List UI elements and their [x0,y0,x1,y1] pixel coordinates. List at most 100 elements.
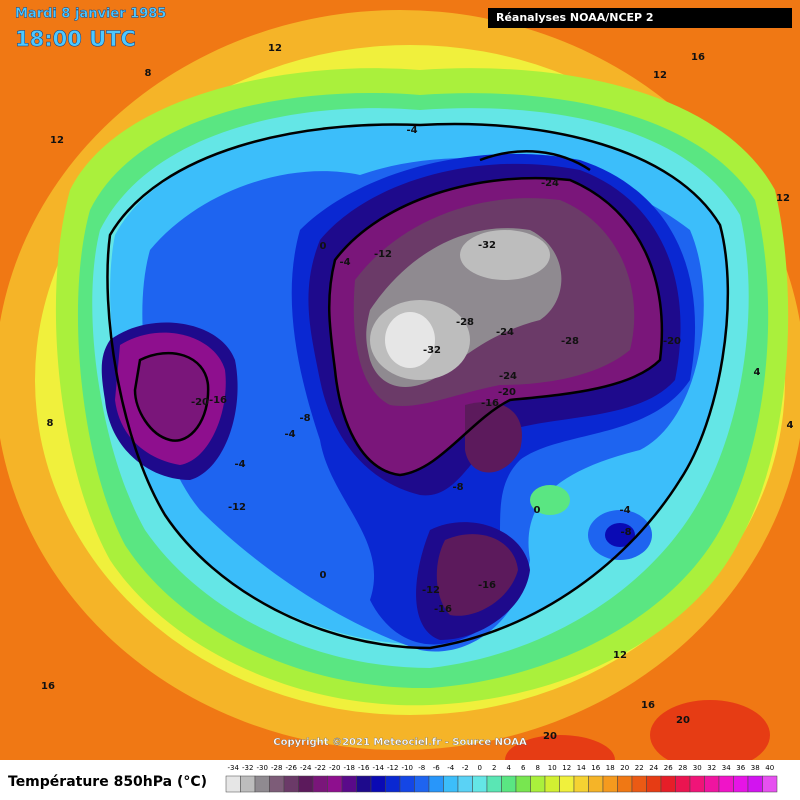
legend-swatch [457,775,473,793]
legend-tick-label: 40 [765,764,774,772]
legend-tick-label: 24 [649,764,658,772]
isotherm [106,122,730,650]
contour-label: -16 [481,398,499,409]
legend-swatch [646,775,662,793]
contour-label: -4 [619,505,630,516]
temperature-field [460,230,550,280]
legend-swatch [399,775,415,793]
legend-swatch [240,775,256,793]
temperature-field [135,353,209,441]
legend-swatch [631,775,647,793]
legend-swatch [501,775,517,793]
contour-label: 12 [268,43,282,54]
legend-tick-label: -30 [257,764,268,772]
temperature-field [530,485,570,515]
contour-label: 8 [47,418,54,429]
legend-tick-label: 34 [722,764,731,772]
legend-tick-label: 14 [577,764,586,772]
map-date: Mardi 8 janvier 1985 [15,7,166,22]
legend-swatch [370,775,386,793]
legend-swatch [283,775,299,793]
legend-tick-label: -8 [418,764,425,772]
legend-tick-label: 16 [591,764,600,772]
legend-swatch [254,775,270,793]
contour-label: -4 [284,429,295,440]
contour-label: 12 [776,193,790,204]
contour-label: 4 [787,420,794,431]
legend-tick-label: -22 [315,764,326,772]
temperature-field [385,312,435,368]
isotherm [479,150,591,172]
map: 12 8 12 16 12 -4 12 -24 -32 0 -12 -4 -28 -24 -28 -20 -32… [0,0,800,760]
legend-tick-label: -18 [344,764,355,772]
legend-swatch [385,775,401,793]
legend-swatch [428,775,444,793]
contour-label: 12 [613,650,627,661]
legend-swatch [762,775,778,793]
legend-swatch [486,775,502,793]
contour-label: 20 [676,715,690,726]
temperature-field [505,735,615,760]
contour-label: -16 [478,580,496,591]
isotherm [328,176,664,477]
contour-label: 0 [534,505,541,516]
contour-label: 12 [50,135,64,146]
legend-tick-label: -10 [402,764,413,772]
contour-label: 4 [754,367,761,378]
legend-swatch [559,775,575,793]
legend-tick-label: -16 [358,764,370,772]
legend-tick-label: -14 [373,764,385,772]
legend-swatch [414,775,430,793]
contour-label: -12 [422,585,440,596]
map-time: 18:00 UTC [15,27,136,51]
contour-label: -24 [541,178,559,189]
legend-tick-label: -6 [433,764,441,772]
legend-swatch [747,775,763,793]
contour-label: -20 [498,387,516,398]
legend-tick-label: 30 [693,764,702,772]
contour-label: -20 [191,397,209,408]
legend-tick-label: -26 [286,764,298,772]
legend-tick-label: 36 [736,764,745,772]
copyright: Copyright ©2021 Meteociel.fr - Source NO… [273,737,527,748]
contour-label: 0 [320,570,327,581]
legend-title: Température 850hPa (°C) [8,774,207,790]
legend-swatch [356,775,372,793]
legend-tick-label: 0 [478,764,482,772]
legend-swatch [704,775,720,793]
temperature-field [605,523,635,547]
contour-label: -28 [561,336,579,347]
contour-label: -32 [478,240,496,251]
legend-tick-label: -2 [462,764,469,772]
legend-swatch [269,775,285,793]
legend-tick-label: 32 [707,764,716,772]
legend-tick-label: 38 [751,764,760,772]
legend-swatch [530,775,546,793]
contour-label: 16 [641,700,655,711]
legend-swatch [472,775,488,793]
legend-tick-label: -34 [228,764,240,772]
legend-tick-label: -32 [242,764,253,772]
contour-label: 16 [691,52,705,63]
contour-label: -16 [209,395,227,406]
legend-tick-label: 18 [606,764,615,772]
contour-label: 12 [653,70,667,81]
contour-label: -20 [663,336,681,347]
legend-tick-label: 12 [562,764,571,772]
temperature-field [436,534,518,616]
legend-tick-label: -24 [300,764,312,772]
contour-label: -8 [452,482,463,493]
contour-label: -12 [228,502,246,513]
source-badge-bg [488,8,792,28]
isotherm [133,351,210,442]
contour-label: -28 [456,317,474,328]
legend-tick-label: 20 [620,764,629,772]
temperature-field [465,402,522,473]
legend-tick-label: -20 [329,764,340,772]
legend-swatch [341,775,357,793]
legend-swatch [443,775,459,793]
contour-label: -4 [234,459,245,470]
contour-label: 8 [145,68,152,79]
contour-label: 0 [320,241,327,252]
contour-label: 20 [543,731,557,742]
